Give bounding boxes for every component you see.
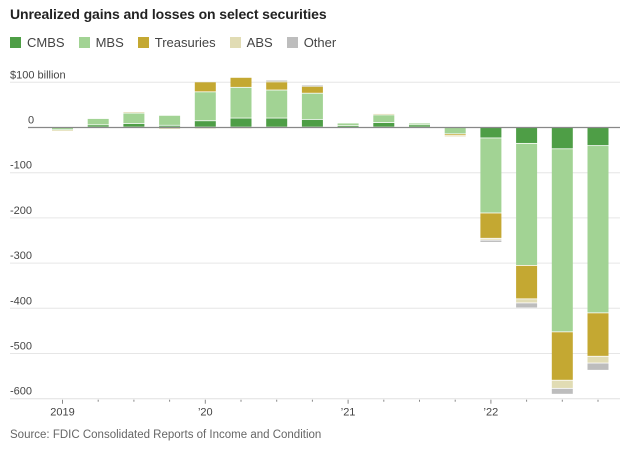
legend-item-cmbs: CMBS	[10, 35, 65, 50]
bar-segment-other: 2020 Q3 Other: 2	[266, 80, 288, 82]
source-note: Source: FDIC Consolidated Reports of Inc…	[10, 429, 322, 441]
legend-label-mbs: MBS	[95, 35, 124, 50]
bar-segment-treasuries: 2020 Q1 Treasuries: 22	[194, 82, 216, 92]
bar-segment-mbs: 2020 Q2 MBS: 68	[230, 87, 252, 118]
bar-segment-mbs: 2021 Q2 MBS: 17	[373, 115, 395, 123]
bar-segment-mbs: 2022 Q1 MBS: -166	[480, 138, 502, 213]
legend-label-cmbs: CMBS	[27, 35, 65, 50]
y-tick-label: -300	[10, 250, 32, 262]
legend-swatch-other	[286, 37, 298, 48]
bar-segment-cmbs: 2020 Q4 CMBS: 17	[301, 119, 323, 127]
x-axis-ticks: 2019 ’20 ’21 ’22	[50, 399, 599, 419]
legend-item-treasuries: Treasuries	[137, 35, 216, 50]
bar-segment-other: 2022 Q3 Other: -13	[551, 388, 573, 394]
bar-segment-cmbs: 2019 Q2 CMBS: 5	[87, 125, 109, 127]
legend: CMBS MBS Treasuries ABS Other	[10, 35, 336, 50]
bar-segment-cmbs: 2021 Q2 CMBS: 10	[373, 122, 395, 127]
y-tick-label: 0	[28, 115, 34, 127]
y-tick-label: -200	[10, 205, 32, 217]
bar-segment-treasuries: 2020 Q3 Treasuries: 18	[266, 82, 288, 90]
bar-segment-mbs: 2020 Q1 MBS: 64	[194, 92, 216, 121]
chart-title: Unrealized gains and losses on select se…	[10, 6, 327, 22]
bar-segment-treasuries: 2022 Q2 Treasuries: -74	[516, 265, 538, 299]
bar-segment-abs: 2019 Q4 ABS: -5	[159, 127, 181, 129]
bar-segment-abs: 2022 Q1 ABS: -4	[480, 238, 502, 240]
x-tick-label: 2019	[50, 407, 74, 419]
y-tick-label: -600	[10, 386, 32, 398]
x-tick-label: ’21	[341, 407, 356, 419]
y-tick-label: -500	[10, 341, 32, 353]
bar-segment-cmbs: 2022 Q4 CMBS: -41	[587, 127, 609, 146]
bar-segment-cmbs: 2019 Q4 CMBS: 4	[159, 125, 181, 127]
legend-item-other: Other	[286, 35, 337, 50]
bar-segment-treasuries: 2020 Q4 Treasuries: 15	[301, 86, 323, 93]
bar-segment-other: 2022 Q2 Other: -11	[516, 303, 538, 308]
bar-segment-mbs: 2020 Q3 MBS: 62	[266, 90, 288, 118]
axes	[10, 126, 620, 400]
bar-segment-mbs: 2022 Q4 MBS: -370	[587, 146, 609, 313]
bar-segment-mbs: 2022 Q3 MBS: -405	[551, 149, 573, 332]
x-tick-label: ’20	[198, 407, 213, 419]
bar-segment-abs: 2022 Q4 ABS: -15	[587, 356, 609, 363]
bar-segment-mbs: 2021 Q1 MBS: 6	[337, 123, 359, 126]
bar-segment-mbs: 2019 Q3 MBS: 23	[123, 113, 145, 124]
bar-segment-abs: 2020 Q4 ABS: 2	[301, 85, 323, 87]
legend-label-other: Other	[303, 35, 337, 50]
legend-label-abs: ABS	[246, 35, 273, 50]
bar-segment-treasuries: 2022 Q1 Treasuries: -56	[480, 213, 502, 238]
bar-segment-other: 2022 Q4 Other: -16	[587, 363, 609, 370]
bar-segment-cmbs: 2022 Q2 CMBS: -36	[516, 127, 538, 143]
legend-swatch-treasuries	[137, 37, 149, 48]
y-tick-label: -400	[10, 295, 32, 307]
y-tick-label: -100	[10, 160, 32, 172]
bar-segment-mbs: 2019 Q4 MBS: 22	[159, 115, 181, 125]
bar-segment-cmbs: 2019 Q3 CMBS: 8	[123, 123, 145, 127]
bar-segment-other: 2022 Q1 Other: -5	[480, 240, 502, 242]
y-axis-labels: $100 billion 0 -100 -200 -300 -400 -500 -600	[10, 69, 66, 397]
bar-segment-mbs: 2019 Q1 MBS: -6	[52, 127, 73, 130]
bar-segment-treasuries: 2020 Q2 Treasuries: 22	[230, 77, 252, 87]
bar-segment-other: 2020 Q4 Other: 1	[301, 85, 323, 87]
bar-segment-abs: 2019 Q3 ABS: 3	[123, 112, 145, 113]
x-tick-label: ’22	[484, 407, 499, 419]
bar-segment-mbs: 2021 Q4 MBS: -15	[444, 127, 466, 134]
bar-segment-abs: 2022 Q2 ABS: -9	[516, 299, 538, 303]
legend-swatch-abs	[229, 37, 241, 48]
bar-segment-cmbs: 2020 Q3 CMBS: 20	[266, 118, 288, 127]
bars: 2019 Q1 MBS: -62019 Q1 ABS: -3 2019 Q2 CM…	[52, 77, 609, 394]
bar-segment-cmbs: 2021 Q1 CMBS: 3	[337, 126, 359, 127]
bar-segment-abs: 2021 Q4 ABS: -1	[444, 135, 466, 137]
bar-segment-mbs: 2019 Q2 MBS: 14	[87, 118, 109, 125]
bar-segment-abs: 2022 Q3 ABS: -18	[551, 380, 573, 388]
bar-segment-mbs: 2022 Q2 MBS: -270	[516, 143, 538, 266]
legend-label-treasuries: Treasuries	[154, 35, 216, 50]
bar-segment-mbs: 2020 Q4 MBS: 58	[301, 93, 323, 120]
legend-swatch-cmbs	[10, 37, 21, 48]
bar-segment-abs: 2019 Q1 ABS: -3	[52, 130, 73, 132]
bar-segment-abs: 2020 Q3 ABS: 2	[266, 81, 288, 83]
bar-segment-treasuries: 2022 Q3 Treasuries: -107	[551, 332, 573, 380]
bar-segment-treasuries: 2022 Q4 Treasuries: -96	[587, 313, 609, 356]
y-tick-label: $100 billion	[10, 69, 66, 81]
bar-segment-mbs: 2021 Q3 MBS: 4	[409, 123, 430, 125]
bar-segment-cmbs: 2022 Q1 CMBS: -24	[480, 127, 502, 138]
bar-segment-cmbs: 2022 Q3 CMBS: -48	[551, 127, 573, 149]
bar-segment-treasuries: 2021 Q4 Treasuries: -3	[444, 134, 466, 136]
bar-segment-cmbs: 2020 Q1 CMBS: 14	[194, 121, 216, 127]
legend-item-abs: ABS	[229, 35, 273, 50]
legend-swatch-mbs	[78, 37, 90, 48]
bar-segment-abs: 2021 Q2 ABS: 3	[373, 113, 395, 115]
legend-item-mbs: MBS	[78, 35, 124, 50]
bar-segment-cmbs: 2021 Q3 CMBS: 5	[409, 125, 430, 127]
bar-segment-cmbs: 2020 Q2 CMBS: 20	[230, 118, 252, 127]
